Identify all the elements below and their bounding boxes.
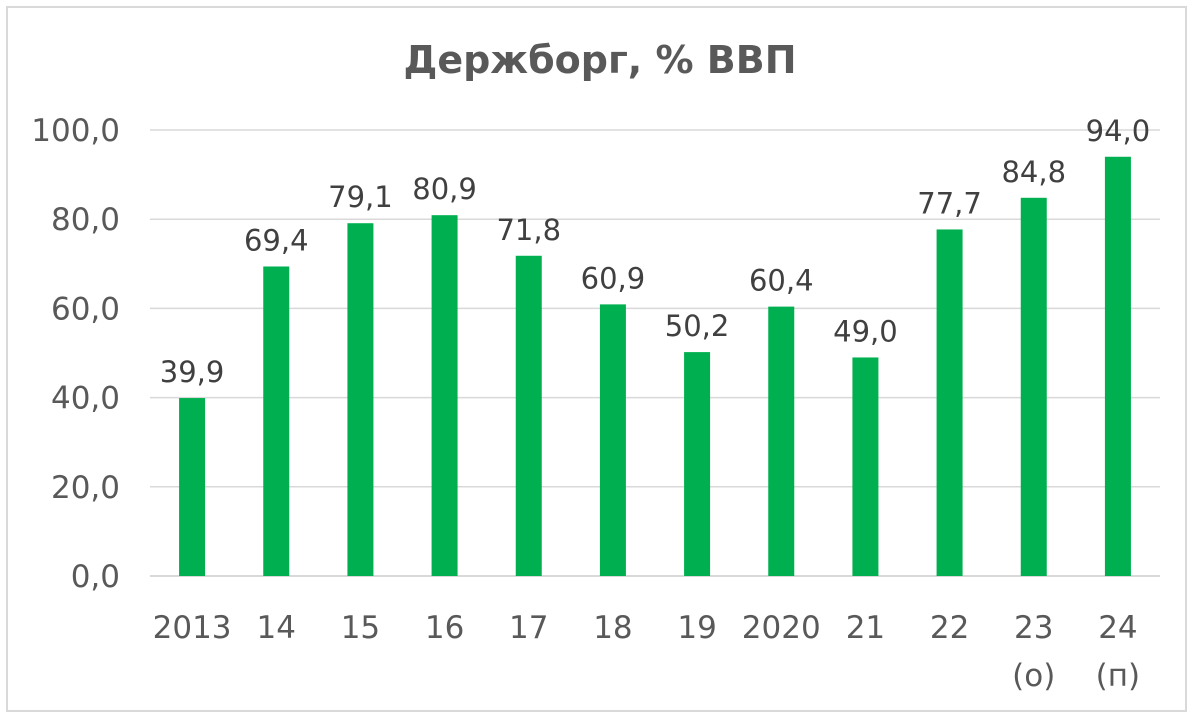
bar	[263, 266, 290, 576]
y-tick-label: 100,0	[31, 113, 120, 149]
x-tick-label: 24	[1098, 610, 1137, 646]
data-label: 60,9	[581, 261, 646, 295]
x-tick-label: 23	[1014, 610, 1053, 646]
gridlines	[150, 129, 1160, 577]
data-label: 84,8	[1001, 155, 1066, 189]
data-label: 50,2	[665, 309, 730, 343]
x-tick-label: 16	[425, 610, 464, 646]
bar	[768, 306, 795, 576]
x-tick-label: 15	[341, 610, 380, 646]
data-label: 79,1	[328, 180, 393, 214]
bar	[431, 215, 458, 576]
data-label: 94,0	[1086, 114, 1151, 148]
bar	[1104, 156, 1131, 576]
bar	[179, 398, 206, 576]
data-label: 71,8	[496, 213, 561, 247]
data-label: 60,4	[749, 264, 814, 298]
x-tick-label: 14	[257, 610, 296, 646]
x-tick-label: 22	[930, 610, 969, 646]
data-label: 69,4	[244, 223, 309, 257]
bar	[515, 255, 542, 576]
bar	[599, 304, 626, 576]
y-tick-label: 60,0	[51, 291, 120, 327]
data-label: 80,9	[412, 172, 477, 206]
bar	[936, 229, 963, 576]
bar	[347, 223, 374, 577]
data-label: 77,7	[917, 186, 982, 220]
x-axis-category-labels: 2013 14 15 16 17 18 19 2020 21 22 23 (о) 24 (п)	[153, 610, 1141, 694]
data-label: 39,9	[160, 355, 225, 389]
x-tick-label: 2013	[153, 610, 232, 646]
y-tick-label: 0,0	[71, 559, 120, 595]
x-tick-label: 19	[677, 610, 716, 646]
chart-title: Держборг, % ВВП	[403, 38, 796, 82]
x-tick-label: 21	[846, 610, 885, 646]
y-tick-label: 80,0	[51, 202, 120, 238]
x-tick-label: (о)	[1012, 658, 1055, 694]
x-tick-label: 18	[593, 610, 632, 646]
bar	[1020, 197, 1047, 577]
bar	[684, 352, 711, 576]
bar	[852, 357, 879, 576]
data-label: 49,0	[833, 314, 898, 348]
x-tick-label: (п)	[1096, 658, 1140, 694]
y-axis-tick-labels: 0,0 20,0 40,0 60,0 80,0 100,0	[31, 113, 120, 595]
chart-frame	[6, 6, 1187, 712]
x-tick-label: 2020	[742, 610, 821, 646]
data-labels: 39,9 69,4 79,1 80,9 71,8 60,9 50,2 60,4 49,0 77,7…	[160, 114, 1150, 389]
y-tick-label: 40,0	[51, 381, 120, 417]
y-tick-label: 20,0	[51, 470, 120, 506]
bars	[179, 156, 1131, 577]
x-tick-label: 17	[509, 610, 548, 646]
